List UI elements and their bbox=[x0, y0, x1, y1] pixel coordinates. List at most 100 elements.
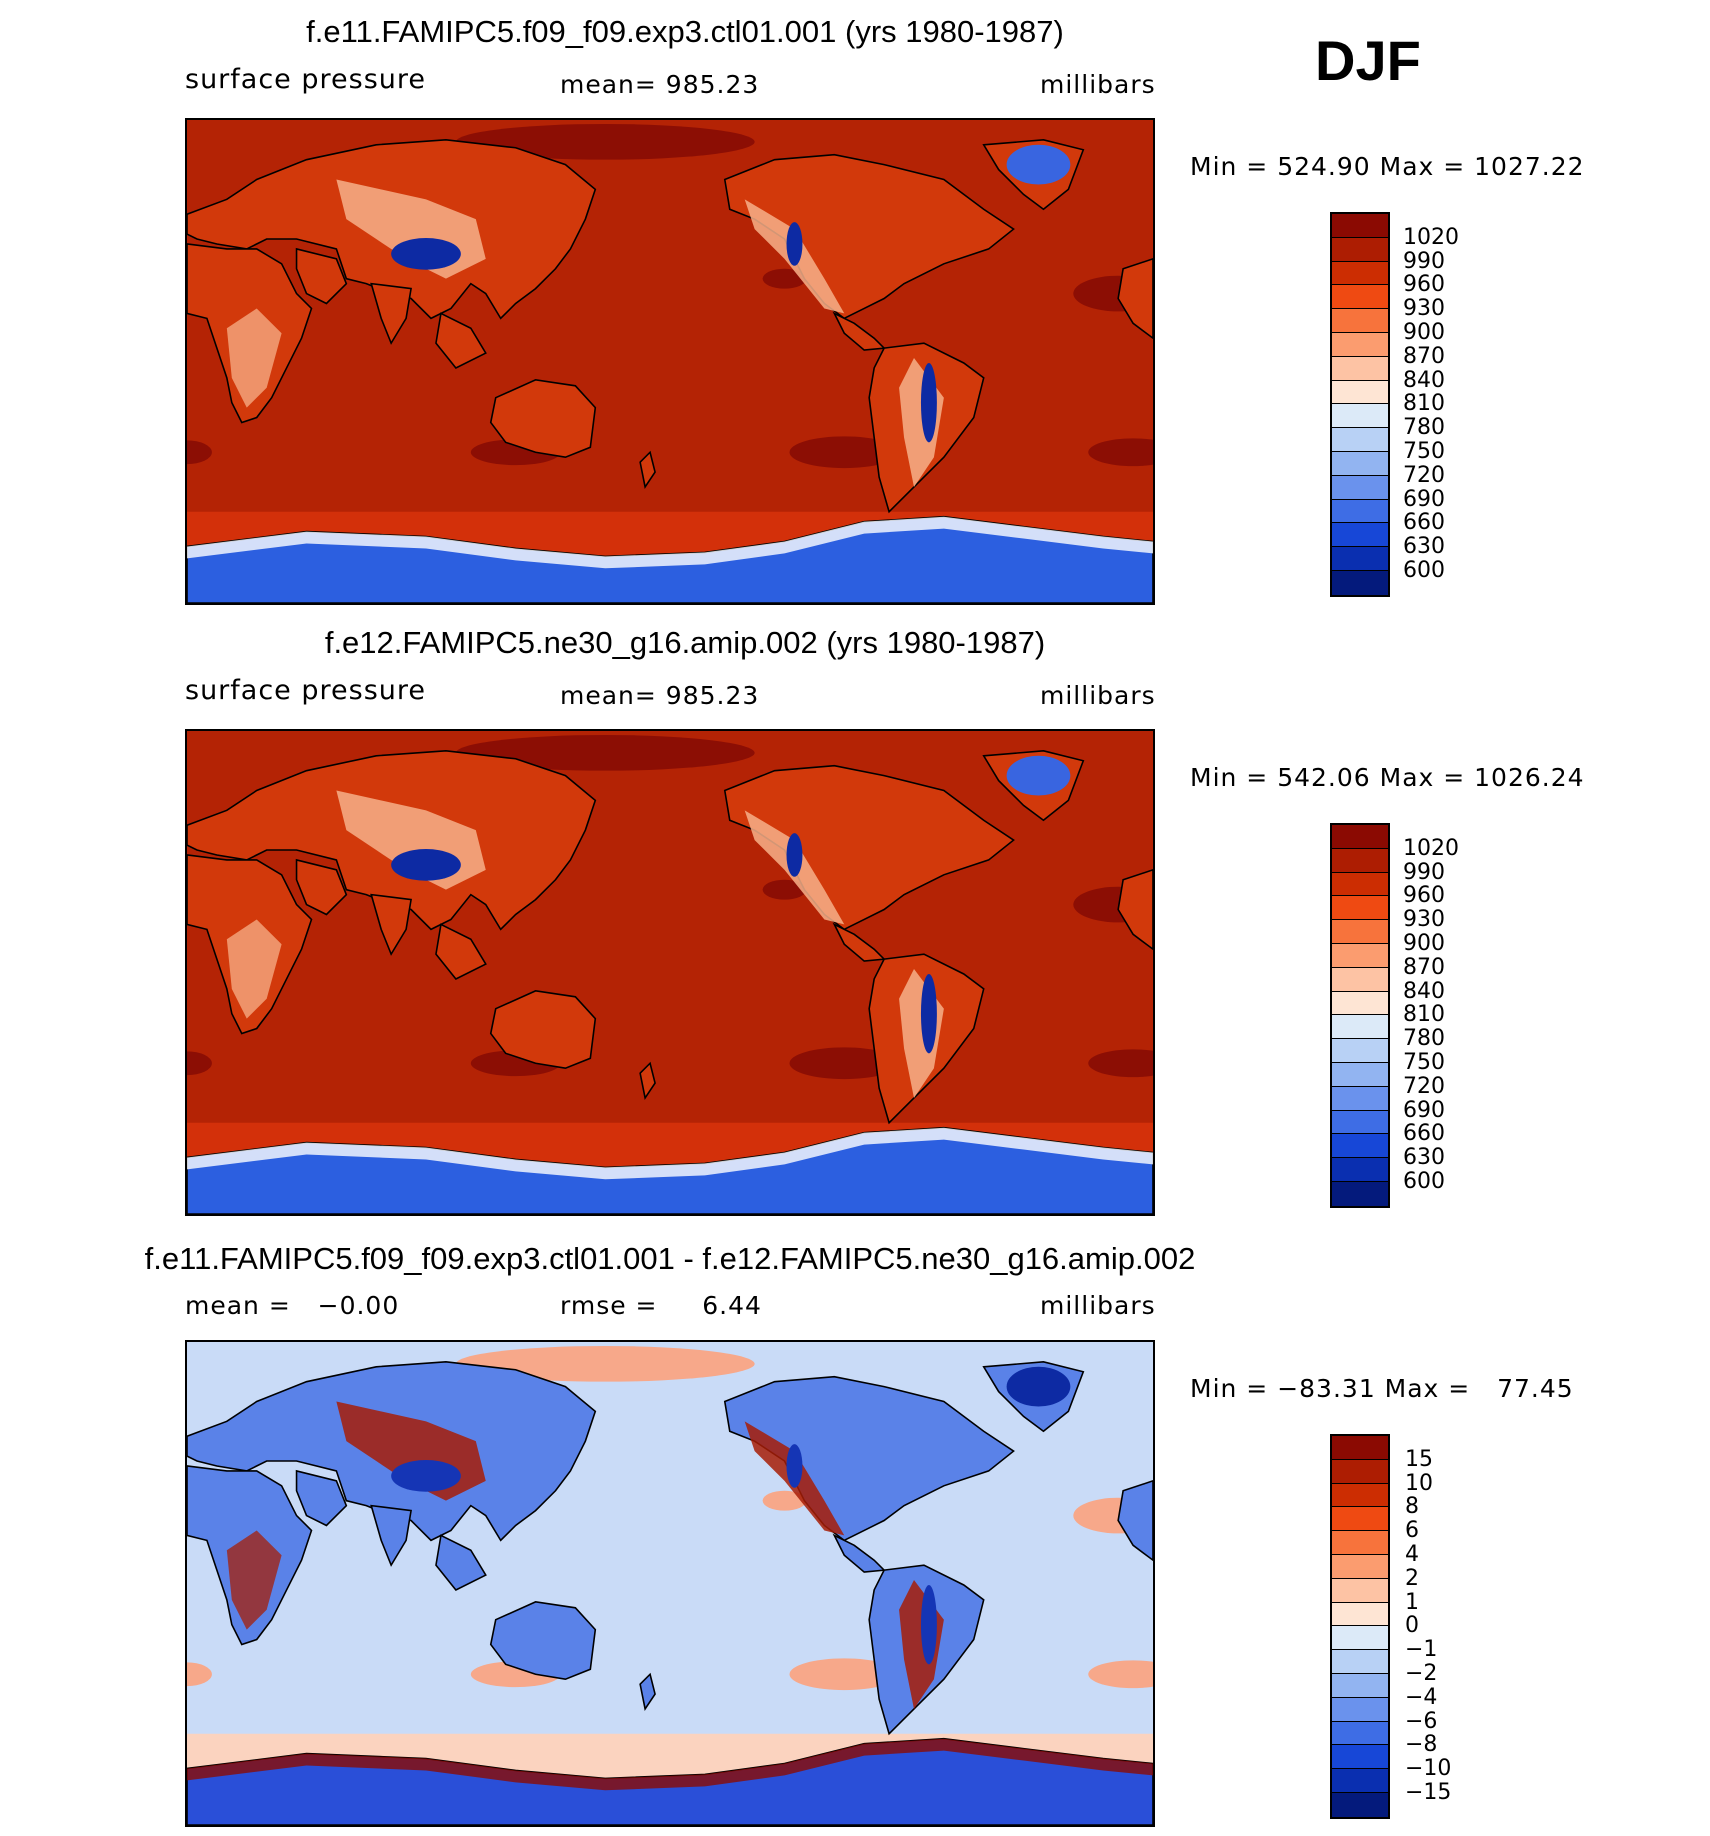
colorbar-tick-label: 690 bbox=[1403, 486, 1445, 512]
highland-region bbox=[226, 1530, 282, 1630]
colorbar-swatch bbox=[1332, 825, 1388, 849]
continent-india bbox=[370, 1504, 412, 1567]
continent-seasia bbox=[435, 923, 487, 980]
subtropical-high bbox=[455, 1345, 755, 1382]
colorbar-swatch bbox=[1332, 1086, 1388, 1111]
colorbar-tick-label: 990 bbox=[1403, 859, 1445, 885]
continent-seasia bbox=[435, 312, 487, 369]
colorbar-tick-label: 600 bbox=[1403, 1169, 1445, 1194]
colorbar-swatch bbox=[1332, 1507, 1388, 1532]
colorbar-swatch bbox=[1332, 1039, 1388, 1063]
panel2-map bbox=[185, 729, 1155, 1216]
colorbar-swatch bbox=[1332, 1792, 1388, 1817]
continent-india bbox=[370, 282, 412, 345]
colorbar-swatch bbox=[1332, 1459, 1388, 1484]
colorbar-tick-label: 960 bbox=[1403, 883, 1445, 909]
colorbar-tick-label: 4 bbox=[1405, 1542, 1419, 1567]
subtropical-high bbox=[789, 436, 900, 469]
panel1-title: f.e11.FAMIPC5.f09_f09.exp3.ctl01.001 (yr… bbox=[306, 14, 1064, 49]
colorbar-swatch bbox=[1332, 1578, 1388, 1603]
continent-nz bbox=[639, 1672, 656, 1711]
colorbar-tick-label: 8 bbox=[1405, 1494, 1419, 1520]
colorbar-tick-label: 840 bbox=[1403, 367, 1445, 393]
colorbar-swatch bbox=[1332, 1158, 1388, 1182]
colorbar-swatch bbox=[1332, 1721, 1388, 1746]
colorbar-tick-label: 750 bbox=[1403, 439, 1445, 464]
subtropical-high bbox=[1088, 1049, 1153, 1078]
colorbar-swatch bbox=[1332, 332, 1388, 357]
colorbar-swatch bbox=[1332, 1673, 1388, 1698]
rockies-low bbox=[786, 1444, 803, 1488]
continent-eafrica_right bbox=[1117, 869, 1153, 951]
colorbar-swatch bbox=[1332, 1110, 1388, 1135]
colorbar-swatch bbox=[1332, 237, 1388, 262]
continent-arabia bbox=[295, 247, 348, 305]
panel1-units-label: millibars bbox=[1040, 70, 1156, 99]
colorbar-tick-label: 750 bbox=[1403, 1050, 1445, 1075]
colorbar-swatch bbox=[1332, 967, 1388, 992]
subtropical-high bbox=[1088, 438, 1153, 467]
colorbar-swatch bbox=[1332, 1181, 1388, 1206]
colorbar-swatch bbox=[1332, 523, 1388, 548]
continent-arabia bbox=[295, 858, 348, 916]
colorbar-swatch bbox=[1332, 1697, 1388, 1722]
greenland-interior bbox=[1006, 144, 1071, 185]
colorbar-tick-label: 960 bbox=[1403, 272, 1445, 298]
panel2-mean-label: mean= 985.23 bbox=[560, 681, 760, 710]
panel3-mean-label: mean = −0.00 bbox=[185, 1291, 400, 1320]
season-label: DJF bbox=[1315, 29, 1421, 92]
andes-low bbox=[920, 1584, 937, 1665]
continent-eafrica_right bbox=[1117, 258, 1153, 340]
continent-nz bbox=[639, 450, 656, 489]
colorbar-swatch bbox=[1332, 1483, 1388, 1508]
panel3-map-svg bbox=[187, 1342, 1153, 1825]
colorbar-swatch bbox=[1332, 848, 1388, 873]
subtropical-high bbox=[187, 1051, 212, 1076]
colorbar-tick-label: 1 bbox=[1405, 1589, 1419, 1615]
colorbar-swatch bbox=[1332, 943, 1388, 968]
subtropical-high bbox=[762, 879, 807, 900]
colorbar-swatch bbox=[1332, 380, 1388, 405]
andes-low bbox=[920, 362, 937, 443]
panel2-variable-label: surface pressure bbox=[185, 675, 426, 706]
colorbar-swatch bbox=[1332, 1554, 1388, 1579]
colorbar-tick-label: 930 bbox=[1403, 296, 1445, 322]
continent-seasia bbox=[435, 1534, 487, 1591]
colorbar-tick-label: 780 bbox=[1403, 1026, 1445, 1052]
panel3-colorbar bbox=[1330, 1434, 1390, 1819]
colorbar-tick-label: −6 bbox=[1405, 1708, 1438, 1734]
colorbar-swatch bbox=[1332, 920, 1388, 944]
colorbar-tick-label: 930 bbox=[1403, 907, 1445, 933]
colorbar-swatch bbox=[1332, 451, 1388, 476]
colorbar-swatch bbox=[1332, 872, 1388, 897]
panel2-minmax-label: Min = 542.06 Max = 1026.24 bbox=[1190, 763, 1585, 792]
antarctica-coastal-band bbox=[187, 516, 1153, 569]
colorbar-tick-label: 840 bbox=[1403, 978, 1445, 1004]
panel3-title: f.e11.FAMIPC5.f09_f09.exp3.ctl01.001 - f… bbox=[144, 1241, 1196, 1276]
colorbar-tick-label: −10 bbox=[1405, 1756, 1452, 1782]
colorbar-tick-label: 690 bbox=[1403, 1097, 1445, 1123]
subtropical-high bbox=[789, 1047, 900, 1080]
panel2-units-label: millibars bbox=[1040, 681, 1156, 710]
colorbar-tick-label: 720 bbox=[1403, 1073, 1445, 1099]
colorbar-swatch bbox=[1332, 285, 1388, 310]
colorbar-swatch bbox=[1332, 547, 1388, 571]
colorbar-swatch bbox=[1332, 261, 1388, 286]
colorbar-tick-label: 810 bbox=[1403, 1002, 1445, 1028]
greenland-interior bbox=[1006, 755, 1071, 796]
colorbar-tick-label: 990 bbox=[1403, 248, 1445, 274]
continent-australia bbox=[489, 1601, 597, 1681]
highland-region bbox=[226, 308, 282, 408]
colorbar-swatch bbox=[1332, 214, 1388, 238]
panel3-map bbox=[185, 1340, 1155, 1827]
panel2-colorbar bbox=[1330, 823, 1390, 1208]
continent-eafrica_right bbox=[1117, 1480, 1153, 1562]
panel3-rmse-label: rmse = 6.44 bbox=[560, 1291, 762, 1320]
colorbar-tick-label: −1 bbox=[1405, 1637, 1438, 1663]
colorbar-tick-label: 2 bbox=[1405, 1565, 1419, 1591]
colorbar-swatch bbox=[1332, 1745, 1388, 1770]
subtropical-high bbox=[762, 268, 807, 289]
tibetan-plateau bbox=[391, 238, 461, 270]
colorbar-swatch bbox=[1332, 1626, 1388, 1651]
panel3-units-label: millibars bbox=[1040, 1291, 1156, 1320]
